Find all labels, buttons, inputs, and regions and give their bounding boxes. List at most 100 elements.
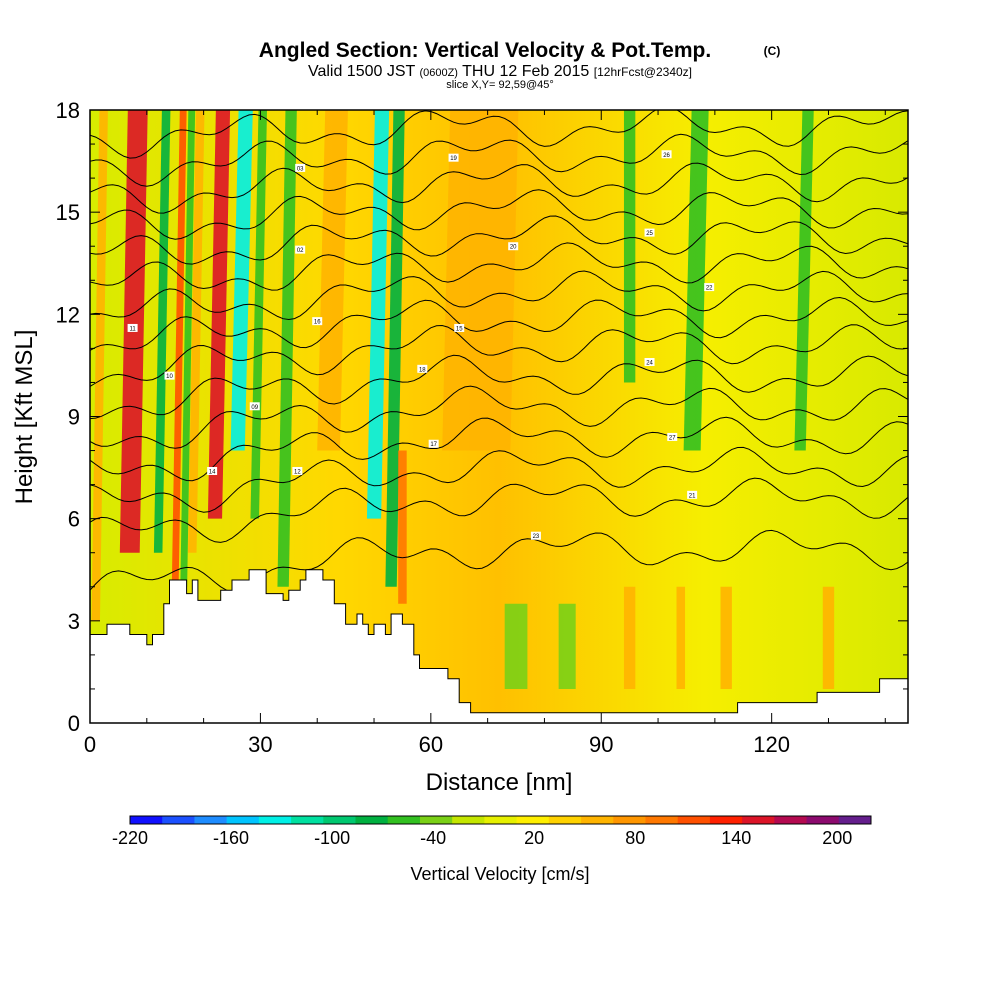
contour-label-text: 09	[251, 405, 258, 411]
x-tick-label: 30	[248, 732, 272, 757]
contour-label-15: 25	[644, 228, 655, 237]
theta-contour-9	[90, 242, 908, 291]
y-axis-label: Height [Kft MSL]	[11, 330, 38, 505]
colorbar-tick-label: 20	[524, 828, 544, 848]
contour-label-bg	[295, 245, 306, 254]
colorbar-swatch	[774, 816, 808, 824]
theta-contour-1	[90, 477, 908, 543]
contour-label-text: 14	[209, 469, 216, 475]
contour-label-14: 24	[644, 358, 655, 367]
colorbar: -220 -160 -100 -40 20 80 140 200	[112, 815, 872, 848]
contour-label-18: 21	[687, 490, 698, 499]
contour-label-text: 02	[297, 248, 304, 254]
y-tick-label: 12	[56, 302, 80, 327]
theta-contour-11	[90, 189, 908, 240]
contour-label-bg	[687, 490, 698, 499]
colorbar-swatch	[355, 816, 389, 824]
theta-contours	[90, 110, 908, 593]
contour-label-bg	[417, 364, 428, 373]
colorbar-label: Vertical Velocity [cm/s]	[410, 864, 589, 884]
colorbar-tick-label: -100	[314, 828, 350, 848]
contour-label-bg	[644, 228, 655, 237]
contour-label-text: 10	[166, 374, 173, 380]
velocity-band-11	[366, 110, 390, 519]
velocity-band-19	[676, 586, 686, 689]
colorbar-tick-label: -160	[213, 828, 249, 848]
theta-contour-5	[90, 354, 908, 420]
colorbar-swatch	[677, 816, 711, 824]
velocity-band-14	[442, 110, 519, 451]
velocity-band-18	[623, 586, 636, 689]
colorbar-swatch	[548, 816, 582, 824]
contour-label-text: 26	[663, 153, 670, 159]
contour-label-bg	[454, 323, 465, 332]
theta-contour-4	[90, 385, 908, 449]
y-tick-label: 9	[68, 405, 80, 430]
velocity-band-6	[207, 110, 231, 519]
velocity-bands	[91, 110, 835, 689]
colorbar-swatch	[452, 816, 485, 824]
x-tick-label: 0	[84, 732, 96, 757]
contour-label-3: 09	[249, 402, 260, 411]
terrain-mask	[89, 569, 909, 724]
theta-contour-10	[90, 215, 908, 265]
colorbar-swatch	[258, 816, 292, 824]
contour-label-bg	[295, 163, 306, 172]
copyright-mark: (C)	[764, 44, 781, 58]
contour-label-text: 27	[669, 435, 676, 441]
contour-label-5: 02	[295, 245, 306, 254]
contour-label-text: 12	[294, 469, 301, 475]
forecast-info: [12hrFcst@2340z]	[594, 65, 692, 79]
contour-label-0: 11	[127, 323, 138, 332]
colorbar-swatch	[645, 816, 679, 824]
contour-label-text: 20	[510, 245, 517, 251]
contour-label-bg	[667, 432, 678, 441]
colorbar-swatch	[516, 816, 550, 824]
contour-label-bg	[428, 439, 439, 448]
plot-area: 11 10 14 09 12 02 03 16 18 17 15 19 20 23 24 25 26 27 21 22	[89, 109, 909, 724]
contour-label-bg	[661, 150, 672, 159]
contour-label-16: 26	[661, 150, 672, 159]
contour-labels: 11 10 14 09 12 02 03 16 18 17 15 19 20 23 24 25 26 27 21 22	[127, 150, 715, 540]
velocity-band-15	[623, 110, 636, 383]
contour-label-text: 25	[646, 231, 653, 237]
x-tick-label: 120	[753, 732, 790, 757]
contour-label-text: 23	[533, 534, 540, 540]
contour-label-13: 23	[530, 531, 541, 540]
valid-date: THU 12 Feb 2015	[462, 63, 589, 80]
contour-label-text: 24	[646, 361, 653, 367]
contour-label-bg	[312, 317, 323, 326]
theta-contour-2	[90, 446, 908, 513]
contour-label-bg	[207, 466, 218, 475]
contour-label-bg	[508, 242, 519, 251]
colorbar-swatch	[581, 816, 614, 824]
contour-label-text: 19	[450, 156, 457, 162]
velocity-band-8	[250, 110, 267, 519]
theta-contour-8	[90, 270, 908, 321]
colorbar-swatch	[838, 816, 872, 824]
contour-label-text: 17	[430, 442, 437, 448]
velocity-band-7	[230, 110, 253, 451]
colorbar-swatch	[226, 816, 260, 824]
contour-label-11: 19	[448, 153, 459, 162]
colorbar-swatch	[130, 816, 163, 824]
contour-label-7: 16	[312, 317, 323, 326]
colorbar-tick-label: 140	[721, 828, 751, 848]
contour-label-2: 14	[207, 466, 218, 475]
colorbar-tick-label: 80	[625, 828, 645, 848]
contour-label-19: 22	[704, 283, 715, 292]
valid-time-line: Valid 1500 JST (0600Z) THU 12 Feb 2015 […	[308, 63, 692, 80]
theta-contour-7	[90, 296, 908, 351]
y-tick-label: 18	[56, 98, 80, 123]
colorbar-swatch	[387, 816, 421, 824]
contour-label-9: 17	[428, 439, 439, 448]
velocity-band-20	[720, 586, 732, 689]
colorbar-swatch	[806, 816, 840, 824]
velocity-band-3	[171, 110, 187, 587]
colorbar-tick-label: -220	[112, 828, 148, 848]
colorbar-swatch	[194, 816, 228, 824]
y-tick-label: 3	[68, 609, 80, 634]
contour-label-bg	[530, 531, 541, 540]
contour-label-text: 15	[456, 326, 463, 332]
